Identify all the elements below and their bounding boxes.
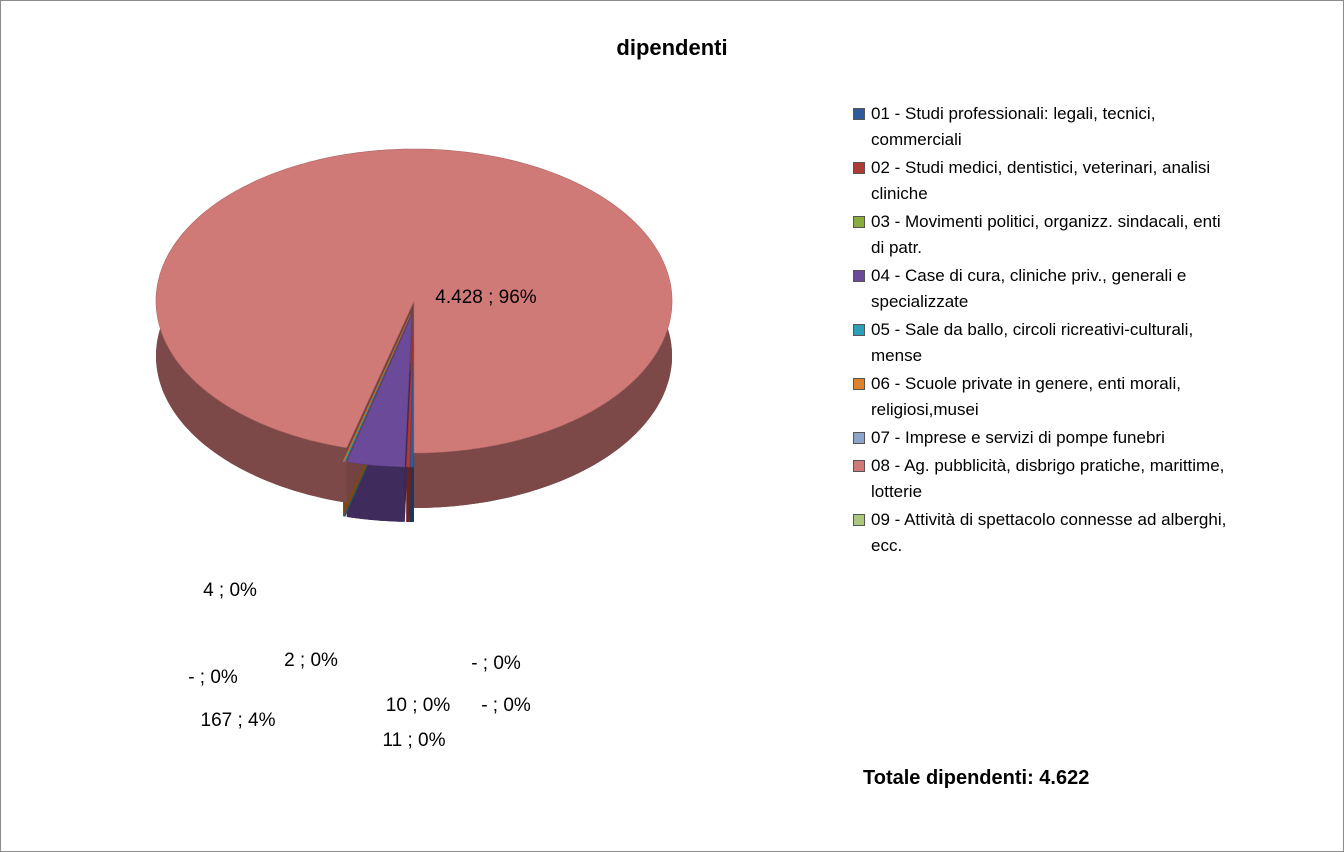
legend-item: 03 - Movimenti politici, organizz. sinda…: [851, 209, 1231, 261]
data-label: 10 ; 0%: [386, 695, 451, 716]
data-label: - ; 0%: [188, 667, 238, 688]
data-label: 2 ; 0%: [284, 650, 338, 671]
chart-title: dipendenti: [616, 35, 728, 60]
legend-swatch: [853, 324, 865, 336]
slice: [346, 314, 413, 468]
legend-item: 02 - Studi medici, dentistici, veterinar…: [851, 155, 1231, 207]
slice: [155, 148, 673, 454]
legend-label: 05 - Sale da ballo, circoli ricreativi-c…: [871, 320, 1194, 365]
legend-item: 05 - Sale da ballo, circoli ricreativi-c…: [851, 317, 1231, 369]
legend-swatch: [853, 432, 865, 444]
legend-item: 08 - Ag. pubblicità, disbrigo pratiche, …: [851, 453, 1231, 505]
legend-item: 01 - Studi professionali: legali, tecnic…: [851, 101, 1231, 153]
legend-swatch: [853, 270, 865, 282]
legend-swatch: [853, 514, 865, 526]
legend: 01 - Studi professionali: legali, tecnic…: [851, 101, 1231, 561]
pie-tops: [155, 148, 673, 468]
legend-label: 04 - Case di cura, cliniche priv., gener…: [871, 266, 1187, 311]
data-label: - ; 0%: [481, 695, 531, 716]
slice: [342, 314, 411, 462]
legend-label: 09 - Attività di spettacolo connesse ad …: [871, 510, 1227, 555]
data-label: 167 ; 4%: [201, 710, 276, 731]
legend-swatch: [853, 460, 865, 472]
legend-swatch: [853, 108, 865, 120]
data-label: 4.428 ; 96%: [435, 287, 537, 308]
legend-label: 01 - Studi professionali: legali, tecnic…: [871, 104, 1156, 149]
legend-swatch: [853, 216, 865, 228]
legend-item: 09 - Attività di spettacolo connesse ad …: [851, 507, 1231, 559]
legend-label: 08 - Ag. pubblicità, disbrigo pratiche, …: [871, 456, 1225, 501]
legend-label: 02 - Studi medici, dentistici, veterinar…: [871, 158, 1211, 203]
legend-item: 07 - Imprese e servizi di pompe funebri: [851, 425, 1231, 451]
total-annotation: Totale dipendenti: 4.622: [863, 767, 1090, 789]
data-label: 11 ; 0%: [382, 730, 445, 751]
slice-wall: [410, 467, 414, 522]
slice: [405, 314, 414, 468]
slice-wall: [406, 466, 410, 522]
legend-swatch: [853, 162, 865, 174]
legend-label: 07 - Imprese e servizi di pompe funebri: [871, 428, 1165, 447]
legend-item: 06 - Scuole private in genere, enti mora…: [851, 371, 1231, 423]
data-label: - ; 0%: [471, 653, 521, 674]
legend-label: 03 - Movimenti politici, organizz. sinda…: [871, 212, 1221, 257]
legend-swatch: [853, 378, 865, 390]
data-label: 4 ; 0%: [203, 580, 257, 601]
legend-item: 04 - Case di cura, cliniche priv., gener…: [851, 263, 1231, 315]
legend-label: 06 - Scuole private in genere, enti mora…: [871, 374, 1181, 419]
